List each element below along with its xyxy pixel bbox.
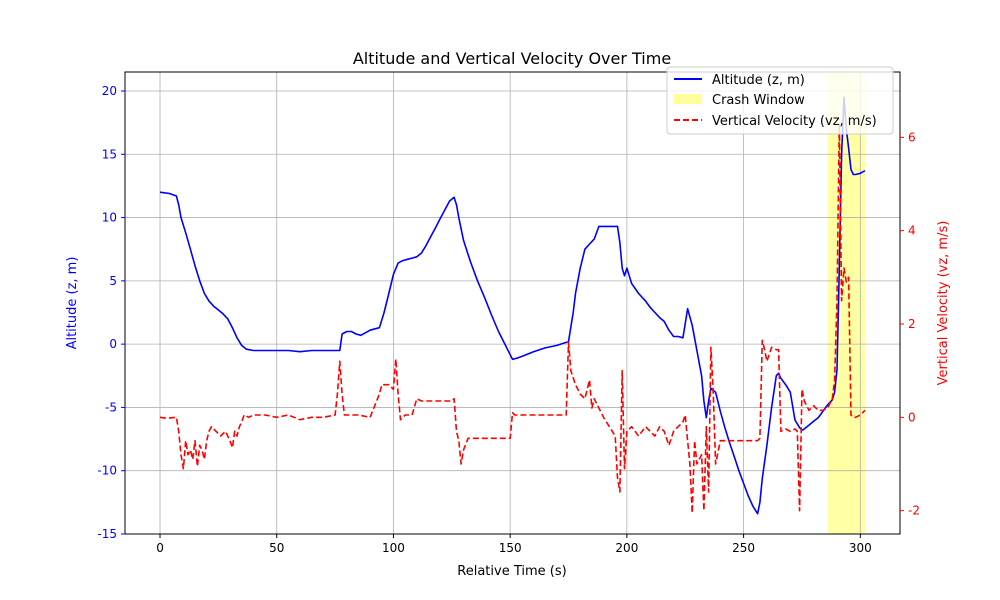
legend-frame	[666, 66, 894, 135]
x-axis-label: Relative Time (s)	[457, 564, 566, 579]
y-tick-label-right: 6	[908, 130, 916, 144]
y-tick-label-left: 5	[109, 274, 117, 288]
legend-swatch-crash	[674, 94, 702, 104]
velocity-line	[159, 122, 866, 514]
y-tick-label-left: -5	[105, 400, 117, 414]
legend-label-velocity: Vertical Velocity (vz, m/s)	[712, 114, 877, 129]
altitude-line	[159, 96, 866, 515]
x-tick-label: 300	[849, 541, 872, 555]
y-tick-label-left: -15	[97, 527, 117, 541]
crash-window-rect	[827, 72, 865, 534]
y-tick-label-left: 10	[102, 211, 117, 225]
x-tick-label: 200	[615, 541, 638, 555]
plot-frame	[124, 71, 901, 535]
chart-title: Altitude and Vertical Velocity Over Time	[353, 49, 671, 68]
crash-window-band	[827, 72, 865, 534]
legend: Altitude (z, m) Crash Window Vertical Ve…	[666, 66, 894, 135]
legend-label-crash: Crash Window	[712, 93, 805, 108]
y-tick-label-right: 4	[908, 224, 916, 238]
y-tick-label-left: -10	[97, 464, 117, 478]
x-tick-label: 250	[732, 541, 755, 555]
series	[159, 96, 866, 515]
y-tick-label-right: 0	[908, 410, 916, 424]
x-tick-label: 100	[382, 541, 405, 555]
y-tick-label-left: 15	[102, 147, 117, 161]
y-tick-label-left: 0	[109, 337, 117, 351]
x-tick-label: 150	[499, 541, 522, 555]
x-tick-label: 0	[156, 541, 164, 555]
y-axis-label-left: Altitude (z, m)	[65, 257, 80, 350]
legend-label-altitude: Altitude (z, m)	[712, 73, 805, 88]
y-axis-label-right: Vertical Velocity (vz, m/s)	[936, 221, 951, 386]
x-tick-label: 50	[269, 541, 284, 555]
axes: 0 50 100 150 200 250 300 -15 -10 -5 0 5 10 15 20 -2 0 2 4 6	[97, 71, 920, 555]
y-tick-label-right: -2	[908, 504, 920, 518]
y-tick-label-right: 2	[908, 317, 916, 331]
y-tick-label-left: 20	[102, 84, 117, 98]
